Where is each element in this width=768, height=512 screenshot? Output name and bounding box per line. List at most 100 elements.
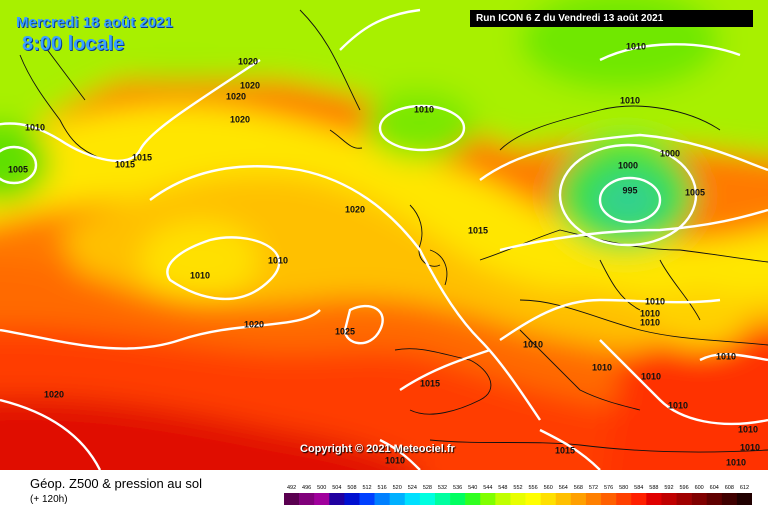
- isobar-label: 1020: [44, 389, 64, 399]
- legend-value: 580: [619, 485, 628, 491]
- isobar-label: 1010: [626, 41, 646, 51]
- isobar-label: 1010: [738, 424, 758, 434]
- legend-value: 524: [408, 485, 417, 491]
- legend-swatch: [721, 493, 738, 505]
- legend-value: 608: [725, 485, 734, 491]
- isobar-label: 1020: [345, 204, 365, 214]
- isobar-label: 1010: [385, 455, 405, 465]
- legend-swatch: [314, 493, 330, 505]
- legend-swatch: [555, 493, 572, 505]
- isobars: [0, 8, 768, 470]
- isobar-label: 1010: [726, 457, 746, 467]
- isobar-label: 1000: [660, 148, 680, 158]
- legend-swatch: [434, 493, 451, 505]
- isobar-label: 1010: [740, 442, 760, 452]
- isobar-label: 1010: [414, 104, 434, 114]
- legend-swatch: [736, 493, 752, 505]
- legend-swatch: [450, 493, 466, 505]
- legend-swatch: [570, 493, 587, 505]
- legend-value: 504: [332, 485, 341, 491]
- legend-value: 492: [287, 485, 296, 491]
- isobar-label: 1015: [420, 378, 440, 388]
- isobar-label: 1005: [8, 164, 28, 174]
- legend-value: 540: [468, 485, 477, 491]
- isobar-label: 1010: [641, 371, 661, 381]
- legend-swatch: [616, 493, 632, 505]
- legend-value: 592: [664, 485, 673, 491]
- isobar-label: 1025: [335, 326, 355, 336]
- isobar-label: 1010: [523, 339, 543, 349]
- legend-value: 564: [559, 485, 568, 491]
- legend-value: 604: [710, 485, 719, 491]
- isobar-label: 1015: [468, 225, 488, 235]
- isobar-labels: 1005101010151015102010201020102010101010…: [8, 41, 760, 467]
- legend-value: 520: [393, 485, 402, 491]
- run-info-banner: Run ICON 6 Z du Vendredi 13 août 2021: [470, 10, 753, 27]
- isobar-label: 1010: [592, 362, 612, 372]
- legend-value: 548: [498, 485, 507, 491]
- legend-value: 556: [529, 485, 538, 491]
- isobar-label: 1020: [244, 319, 264, 329]
- isobar-label: 1010: [268, 255, 288, 265]
- map-title: Géop. Z500 & pression au sol: [30, 476, 202, 491]
- forecast-time: 8:00 locale: [22, 33, 125, 55]
- legend-swatch: [661, 493, 677, 505]
- isobar-label: 995: [622, 185, 637, 195]
- legend-swatch: [374, 493, 390, 505]
- legend-value: 568: [574, 485, 583, 491]
- legend-swatch: [299, 493, 315, 505]
- legend-swatch: [480, 493, 496, 505]
- legend-swatch: [540, 493, 557, 505]
- legend-swatch: [329, 493, 345, 505]
- isobar-label: 1020: [226, 91, 246, 101]
- legend-value: 528: [423, 485, 432, 491]
- legend-swatch: [631, 493, 647, 505]
- legend-swatch: [359, 493, 375, 505]
- legend-value: 560: [544, 485, 553, 491]
- legend-value: 544: [483, 485, 492, 491]
- legend-swatch: [646, 493, 662, 505]
- isobar-label: 1010: [716, 351, 736, 361]
- copyright-notice: Copyright © 2021 Meteociel.fr: [300, 443, 455, 455]
- legend-value: 500: [317, 485, 326, 491]
- color-scale-legend: 492 496 500 504 508 512 516 520 524 528 532 536 540 5…: [284, 485, 752, 505]
- isobar-label: 1010: [190, 270, 210, 280]
- isobar-label: 1015: [115, 159, 135, 169]
- geopotential-map: 1005101010151015102010201020102010101010…: [0, 0, 768, 470]
- isobar-label: 1010: [25, 122, 45, 132]
- legend-swatch: [404, 493, 421, 505]
- isobar-label: 1015: [132, 152, 152, 162]
- legend-value: 496: [302, 485, 311, 491]
- isobar-label: 1010: [668, 400, 688, 410]
- legend-value: 532: [438, 485, 447, 491]
- isobar-label: 1010: [620, 95, 640, 105]
- forecast-date: Mercredi 18 août 2021: [16, 14, 173, 31]
- legend-swatch: [389, 493, 406, 505]
- legend-value: 612: [740, 485, 749, 491]
- legend-value: 536: [453, 485, 462, 491]
- legend-swatch: [676, 493, 692, 505]
- legend-swatch: [344, 493, 360, 505]
- forecast-lead-time: (+ 120h): [30, 494, 68, 505]
- legend-value: 512: [362, 485, 371, 491]
- legend-value: 596: [679, 485, 688, 491]
- isobar-label: 1020: [240, 80, 260, 90]
- isobar-label: 1010: [640, 308, 660, 318]
- legend-swatch: [585, 493, 602, 505]
- legend-swatch: [419, 493, 436, 505]
- legend-value: 588: [649, 485, 658, 491]
- legend-swatch: [706, 493, 723, 505]
- legend-swatch: [284, 493, 300, 505]
- legend-swatch: [465, 493, 481, 505]
- legend-swatch: [691, 493, 708, 505]
- z500-color-field: [0, 0, 768, 470]
- legend-value: 600: [695, 485, 704, 491]
- legend-value: 576: [604, 485, 613, 491]
- legend-value: 572: [589, 485, 598, 491]
- isobar-label: 1020: [238, 56, 258, 66]
- isobar-label: 1015: [555, 445, 575, 455]
- isobar-label: 1005: [685, 187, 705, 197]
- legend-swatch: [510, 493, 526, 505]
- legend-swatch: [525, 493, 541, 505]
